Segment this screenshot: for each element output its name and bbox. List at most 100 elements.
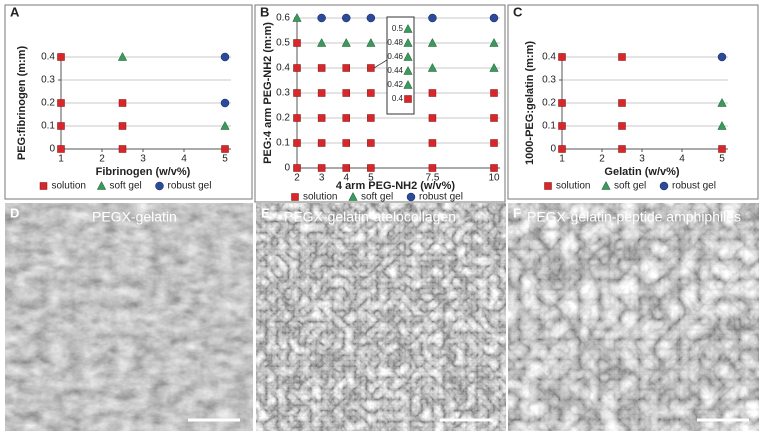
y-tick-label: 0.5	[276, 38, 290, 49]
image-title: PEGX-gelatin	[92, 209, 177, 225]
marker	[292, 12, 302, 22]
marker	[221, 145, 229, 153]
x-axis-title: Fibrinogen (w/v%)	[96, 166, 191, 178]
marker	[57, 145, 65, 153]
panel-letter: F	[513, 205, 521, 220]
marker	[717, 97, 727, 107]
marker	[403, 51, 413, 61]
legend-label: robust gel	[672, 181, 716, 192]
x-tick-label: 3	[319, 173, 325, 184]
marker	[428, 13, 437, 23]
y-tick-label: 0.3	[41, 75, 55, 86]
marker	[220, 98, 230, 108]
legend-marker	[291, 193, 299, 201]
marker	[118, 145, 127, 153]
legend-label: robust gel	[168, 181, 212, 192]
marker	[220, 52, 230, 62]
y-tick-label: 0.1	[542, 121, 556, 132]
marker	[317, 89, 326, 97]
marker	[342, 64, 350, 72]
x-axis-title: 4 arm PEG-NH2 (w/v%)	[336, 180, 456, 192]
x-tick-label: 2	[99, 154, 105, 165]
panel-letter: C	[513, 4, 523, 19]
marker	[317, 13, 326, 23]
legend-marker	[601, 180, 611, 190]
marker	[403, 79, 413, 89]
y-tick-label: 0.2	[542, 98, 556, 109]
inset-tick-label: 0.46	[387, 52, 403, 61]
marker	[367, 139, 375, 147]
panel-frame	[254, 4, 506, 203]
marker	[618, 99, 626, 107]
inset-tick-label: 0.42	[387, 80, 403, 89]
marker	[403, 37, 413, 47]
marker	[489, 62, 499, 72]
legend-label: soft gel	[361, 192, 393, 203]
sem-image	[256, 203, 506, 431]
y-tick-label: 0.2	[276, 113, 290, 124]
panel-letter: E	[261, 205, 270, 220]
marker	[342, 13, 351, 23]
marker	[342, 89, 350, 97]
legend-label: solution	[303, 192, 337, 203]
marker	[403, 23, 413, 33]
marker	[366, 13, 376, 23]
marker	[717, 120, 727, 130]
marker	[118, 99, 127, 107]
x-tick-label: 2	[599, 154, 605, 165]
marker	[558, 122, 566, 130]
image-title: PEGX-gelatin-peptide amphiphiles	[527, 209, 741, 225]
legend-marker	[406, 192, 416, 202]
panel-letter: B	[260, 4, 269, 19]
marker	[118, 122, 127, 130]
marker	[57, 99, 65, 107]
marker	[117, 51, 128, 61]
marker	[367, 89, 375, 97]
marker	[427, 37, 438, 47]
marker	[428, 139, 437, 147]
y-axis-title: PEG:fibrinogen (m:m)	[16, 46, 28, 161]
legend-label: solution	[556, 181, 590, 192]
y-tick-label: 0	[550, 144, 556, 155]
legend-marker	[544, 182, 552, 190]
x-tick-label: 1	[559, 154, 565, 165]
inset-tick-label: 0.4	[392, 94, 404, 103]
marker	[427, 62, 438, 72]
inset-connector	[373, 59, 388, 69]
x-axis-title: Gelatin (w/v%)	[604, 166, 680, 178]
marker	[428, 114, 437, 122]
y-tick-label: 0.3	[542, 75, 556, 86]
marker	[342, 114, 350, 122]
x-tick-label: 4	[181, 154, 187, 165]
x-tick-label: 4	[679, 154, 685, 165]
y-tick-label: 0.1	[41, 121, 55, 132]
panel-letter: A	[10, 4, 20, 19]
marker	[490, 164, 498, 172]
legend-label: soft gel	[614, 181, 646, 192]
marker	[618, 145, 626, 153]
marker	[428, 164, 437, 172]
y-tick-label: 0.6	[276, 13, 290, 24]
marker	[57, 122, 65, 130]
marker	[342, 139, 350, 147]
marker	[367, 164, 375, 172]
y-tick-label: 0.4	[276, 63, 290, 74]
inset-tick-label: 0.44	[387, 66, 403, 75]
marker	[618, 53, 626, 61]
marker	[317, 114, 326, 122]
marker	[293, 114, 301, 122]
y-tick-label: 0	[49, 144, 55, 155]
marker	[293, 39, 301, 47]
marker	[342, 164, 350, 172]
x-tick-label: 7.5	[425, 173, 439, 184]
y-tick-label: 0.1	[276, 138, 290, 149]
legend-marker	[348, 191, 358, 201]
marker	[293, 89, 301, 97]
y-tick-label: 0.4	[542, 52, 556, 63]
x-tick-label: 10	[488, 173, 500, 184]
marker	[293, 164, 301, 172]
inset-tick-label: 0.5	[392, 24, 404, 33]
marker	[220, 120, 230, 130]
panel-frame	[4, 4, 253, 200]
